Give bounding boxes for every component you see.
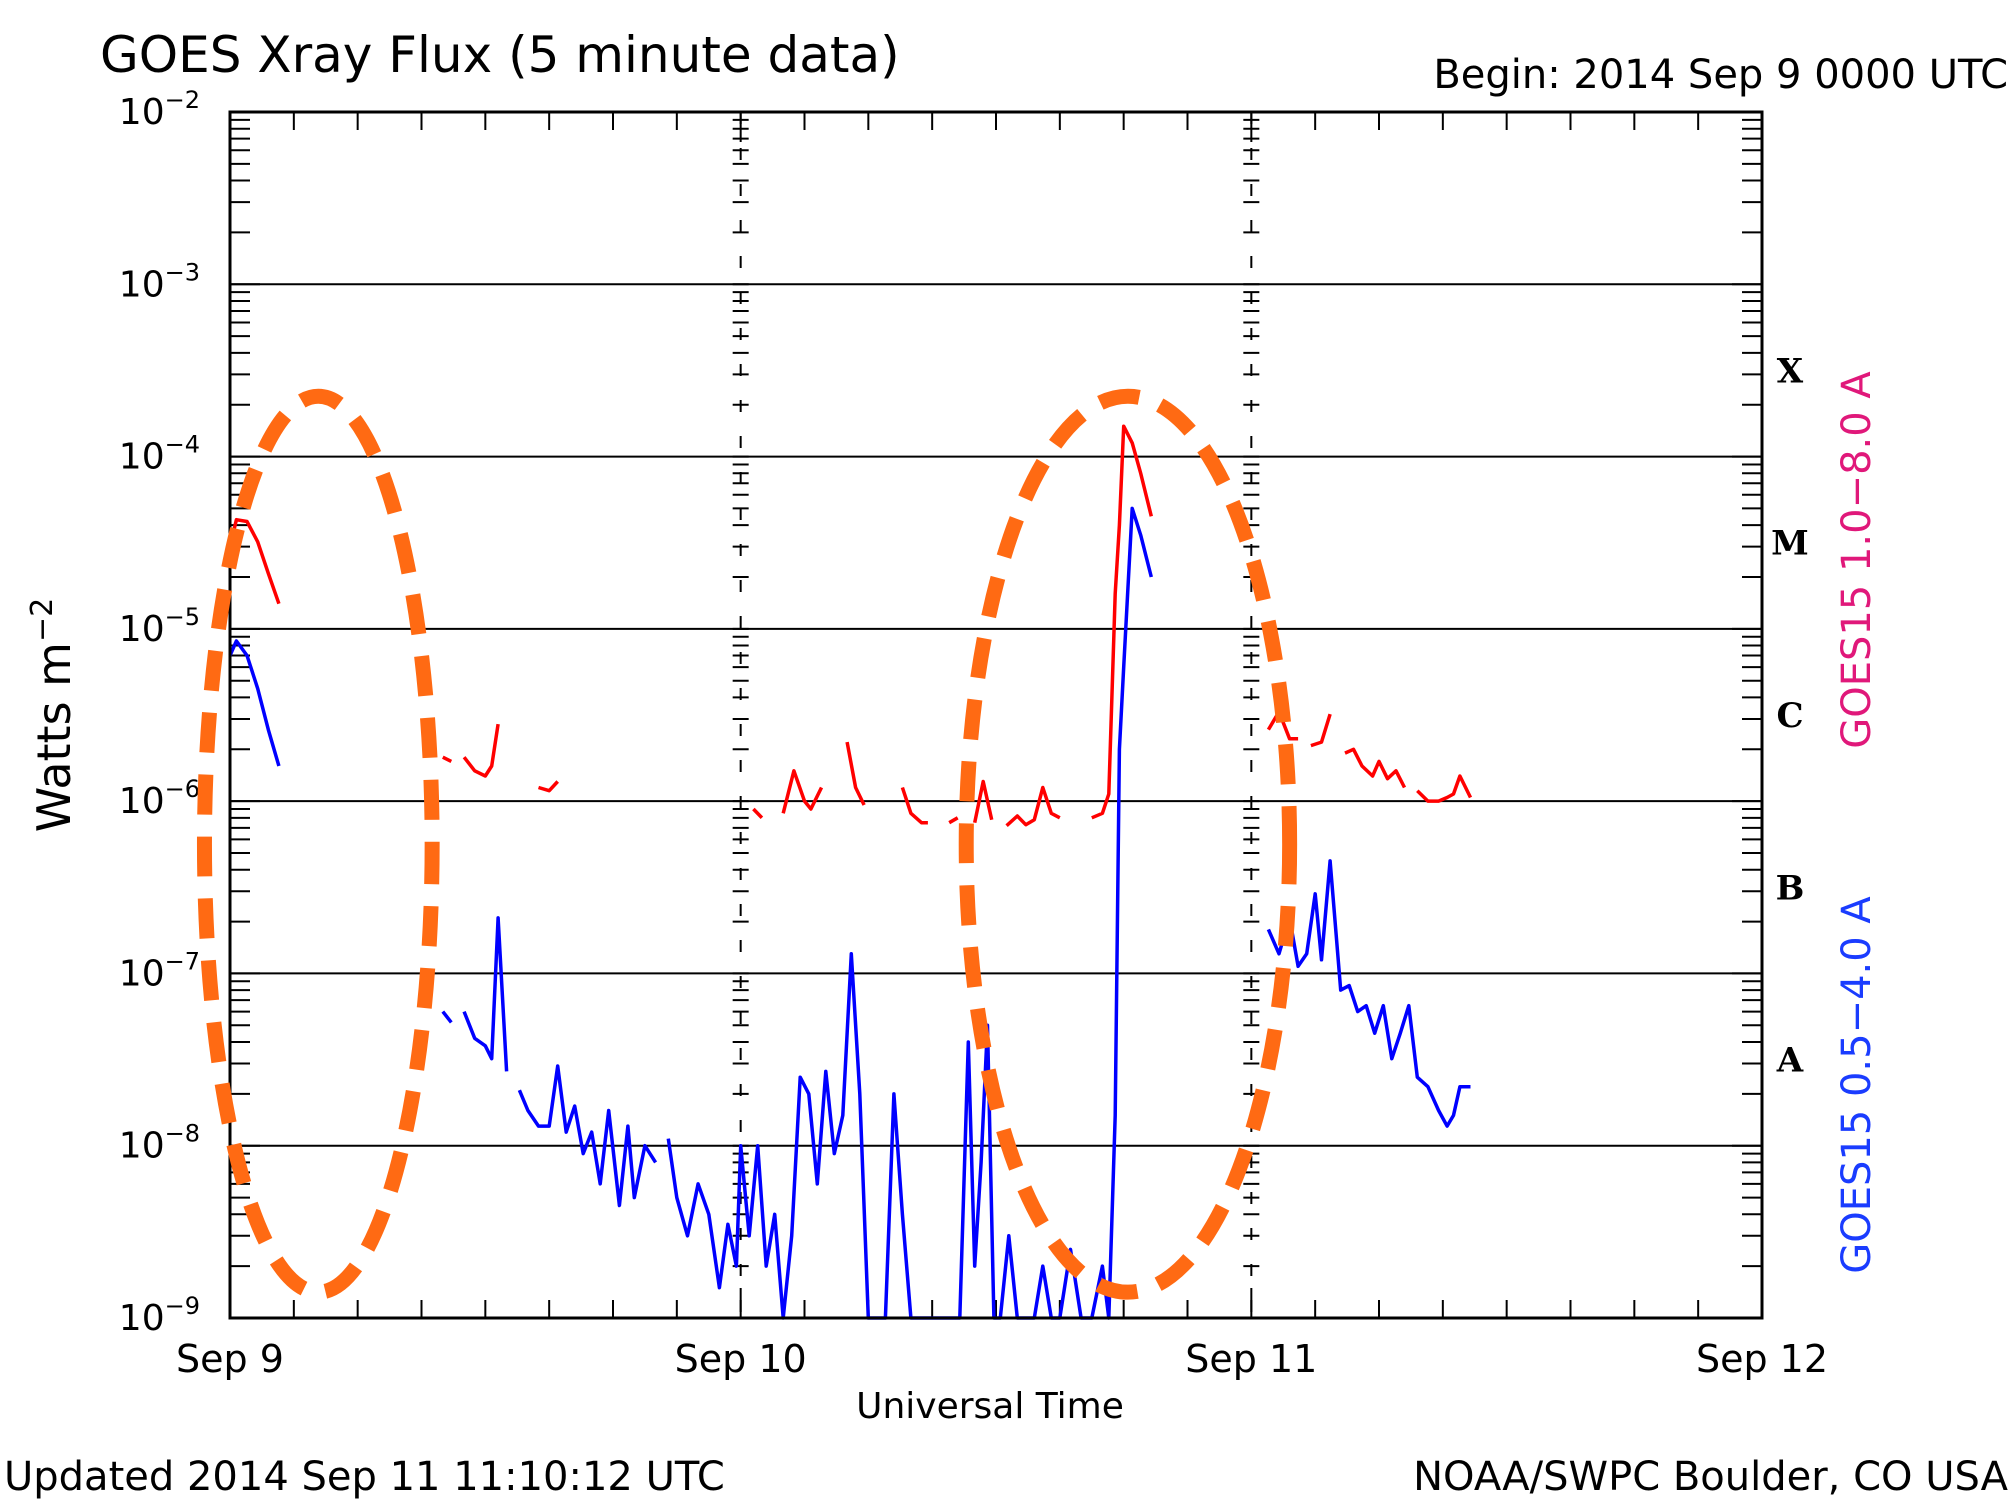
x-tick-label: Sep 10 (675, 1337, 807, 1381)
legend-label-1-8A: GOES15 1.0−8.0 A (1834, 371, 1880, 749)
y-tick-exponent: −5 (165, 603, 200, 631)
y-axis-label: Watts m−2 (25, 598, 81, 832)
y-tick-exponent: −4 (165, 431, 200, 459)
y-tick-exponent: −2 (165, 86, 200, 114)
y-axis-label-superscript: −2 (25, 598, 60, 642)
y-tick-base: 10 (119, 92, 165, 133)
x-tick-label: Sep 12 (1696, 1337, 1828, 1381)
x-tick-label: Sep 11 (1185, 1337, 1317, 1381)
y-tick-base: 10 (119, 781, 165, 822)
y-tick-base: 10 (119, 264, 165, 305)
plot-frame (228, 110, 1764, 1320)
legend-item-long: GOES15 1.0−8.0 A (1834, 371, 1880, 749)
y-axis-label-group: Watts m−2 (25, 598, 81, 832)
flare-class-C: C (1776, 696, 1803, 736)
y-axis-tick-labels: 10−210−310−410−510−610−710−810−9 (119, 86, 200, 1339)
series-line-1 (228, 506, 1471, 1320)
annotation-layer (196, 388, 1298, 1300)
flare-class-B: B (1776, 868, 1805, 908)
dashed-ellipse-1 (196, 388, 440, 1300)
updated-timestamp: Updated 2014 Sep 11 11:10:12 UTC (4, 1454, 725, 1500)
y-tick-base: 10 (119, 437, 165, 478)
dashed-ellipse-2 (958, 388, 1298, 1300)
flare-class-X: X (1777, 351, 1804, 391)
y-tick-base: 10 (119, 1126, 165, 1167)
x-axis-tick-labels: Sep 9 Sep 10 Sep 11 Sep 12 (176, 1337, 1828, 1381)
x-tick-label: Sep 9 (176, 1337, 284, 1381)
flare-class-M: M (1771, 524, 1809, 564)
y-tick-exponent: −8 (165, 1120, 200, 1148)
y-axis-label-text: Watts m (27, 642, 81, 832)
y-tick-exponent: −6 (165, 775, 200, 803)
x-axis-label: Universal Time (856, 1386, 1124, 1427)
plot-area (228, 110, 1764, 1320)
y-tick-base: 10 (119, 1298, 165, 1339)
y-tick-exponent: −3 (165, 258, 200, 286)
chart-title: GOES Xray Flux (5 minute data) (100, 26, 900, 84)
credit-label: NOAA/SWPC Boulder, CO USA (1413, 1454, 2009, 1500)
plot-background (230, 112, 1762, 1318)
legend-item-short: GOES15 0.5−4.0 A (1834, 896, 1880, 1274)
y-tick-exponent: −9 (165, 1292, 200, 1320)
grid-lines (230, 111, 1762, 1319)
y-tick-label: 10−3 (119, 258, 200, 305)
y-tick-exponent: −7 (165, 947, 200, 975)
legend-label-05-4A: GOES15 0.5−4.0 A (1834, 896, 1880, 1274)
y-tick-label: 10−4 (119, 431, 200, 478)
y-tick-label: 10−6 (119, 775, 200, 822)
begin-time-label: Begin: 2014 Sep 9 0000 UTC (1433, 52, 2008, 98)
y-tick-label: 10−2 (119, 86, 200, 133)
series-layer (228, 424, 1473, 1320)
y-tick-base: 10 (119, 953, 165, 994)
y-tick-label: 10−5 (119, 603, 200, 650)
flare-class-A: A (1776, 1041, 1804, 1081)
y-tick-label: 10−8 (119, 1120, 200, 1167)
y-tick-base: 10 (119, 609, 165, 650)
series-line-0 (228, 424, 1473, 827)
y-tick-label: 10−7 (119, 947, 200, 994)
y-tick-label: 10−9 (119, 1292, 200, 1339)
flare-class-labels: X M C B A (1771, 351, 1809, 1080)
